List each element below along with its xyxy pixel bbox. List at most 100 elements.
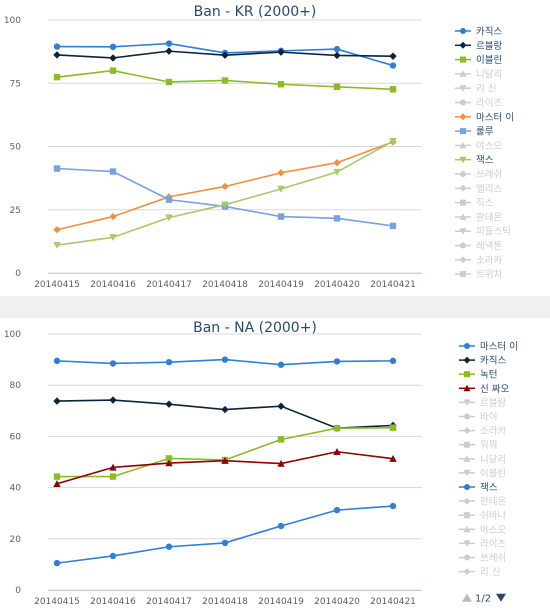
legend-item[interactable]: 판테온 — [459, 497, 506, 508]
data-point[interactable] — [277, 402, 285, 410]
legend-item[interactable]: 소라카 — [455, 255, 502, 266]
data-point[interactable] — [389, 357, 397, 365]
legend-item[interactable]: 판테온 — [455, 212, 502, 223]
data-point[interactable] — [277, 436, 285, 443]
data-point[interactable] — [109, 396, 117, 404]
data-point[interactable] — [333, 425, 341, 432]
data-point[interactable] — [333, 45, 341, 53]
legend-item[interactable]: 니달리 — [459, 453, 506, 465]
legend-marker[interactable] — [464, 554, 470, 561]
legend-item[interactable]: 피들스틱 — [455, 226, 511, 238]
data-point[interactable] — [165, 459, 173, 467]
legend-marker[interactable] — [464, 343, 470, 349]
legend-marker[interactable] — [463, 427, 471, 435]
legend-marker[interactable] — [463, 469, 471, 477]
data-point[interactable] — [277, 213, 285, 220]
legend-marker[interactable] — [464, 484, 470, 490]
legend-item[interactable]: 녹턴 — [459, 370, 497, 381]
data-point[interactable] — [389, 454, 397, 462]
data-point[interactable] — [221, 457, 229, 464]
legend-item[interactable]: 쓰레쉬 — [459, 553, 506, 564]
series-line[interactable] — [56, 399, 394, 430]
data-point[interactable] — [333, 168, 341, 176]
data-point[interactable] — [333, 448, 341, 455]
legend-item[interactable]: 레넥톤 — [455, 241, 502, 252]
data-point[interactable] — [389, 502, 397, 510]
data-point[interactable] — [53, 473, 61, 480]
legend-item[interactable]: 라이즈 — [455, 98, 502, 109]
data-point[interactable] — [333, 83, 341, 90]
data-point[interactable] — [53, 43, 61, 50]
series-카직스[interactable] — [53, 396, 397, 432]
legend-item[interactable]: 트위치 — [455, 269, 502, 281]
data-point[interactable] — [165, 78, 173, 86]
data-point[interactable] — [53, 165, 61, 172]
legend-item[interactable]: 뭐뭐 — [459, 439, 497, 451]
pager-down-arrow-icon[interactable] — [496, 593, 506, 602]
data-point[interactable] — [221, 77, 229, 84]
data-point[interactable] — [221, 405, 229, 414]
legend-item[interactable]: 이블린 — [455, 55, 502, 66]
data-point[interactable] — [389, 222, 397, 230]
legend-marker[interactable] — [464, 371, 470, 378]
legend-item[interactable]: 르블랑 — [459, 397, 506, 409]
data-point[interactable] — [277, 459, 285, 467]
legend-item[interactable]: 이블린 — [459, 468, 506, 479]
series-신 짜오[interactable] — [53, 448, 397, 487]
legend-marker[interactable] — [460, 28, 466, 34]
data-point[interactable] — [333, 158, 341, 167]
data-point[interactable] — [165, 455, 173, 462]
data-point[interactable] — [277, 169, 285, 177]
legend-marker[interactable] — [459, 156, 467, 164]
legend-item[interactable]: 엘리스 — [455, 184, 502, 195]
legend-item[interactable]: 라이즈 — [459, 539, 506, 550]
data-point[interactable] — [53, 480, 61, 487]
legend-marker[interactable] — [463, 455, 471, 462]
legend-item[interactable]: 니달리 — [455, 68, 502, 80]
legend-marker[interactable] — [460, 271, 466, 278]
legend-marker[interactable] — [463, 356, 471, 364]
series-잭스[interactable] — [53, 137, 397, 249]
data-point[interactable] — [333, 506, 341, 514]
legend-marker[interactable] — [460, 99, 466, 106]
legend-marker[interactable] — [459, 113, 467, 121]
legend-marker[interactable] — [463, 568, 471, 576]
data-point[interactable] — [389, 62, 397, 69]
data-point[interactable] — [165, 47, 173, 55]
legend-marker[interactable] — [459, 41, 467, 49]
data-point[interactable] — [165, 40, 173, 47]
data-point[interactable] — [221, 539, 229, 547]
series-마스터 이[interactable] — [53, 356, 397, 368]
legend-marker[interactable] — [459, 256, 467, 264]
legend-item[interactable]: 카직스 — [455, 27, 502, 38]
legend-marker[interactable] — [460, 128, 466, 135]
legend-marker[interactable] — [459, 213, 467, 220]
legend-item[interactable]: 야스오 — [459, 525, 506, 536]
legend-marker[interactable] — [464, 441, 470, 448]
legend-marker[interactable] — [460, 199, 466, 206]
data-point[interactable] — [109, 473, 117, 480]
legend-marker[interactable] — [460, 171, 466, 177]
legend-marker[interactable] — [463, 497, 471, 505]
data-point[interactable] — [109, 54, 117, 62]
legend-marker[interactable] — [459, 85, 467, 92]
legend-marker[interactable] — [459, 228, 467, 235]
legend-item[interactable]: 쓰레쉬 — [455, 170, 502, 181]
data-point[interactable] — [165, 400, 173, 408]
legend-marker[interactable] — [459, 70, 467, 77]
data-point[interactable] — [165, 196, 173, 203]
legend-item[interactable]: 잭스 — [455, 155, 494, 166]
data-point[interactable] — [277, 48, 285, 56]
data-point[interactable] — [109, 463, 117, 471]
data-point[interactable] — [389, 52, 397, 60]
legend-item[interactable]: 신 짜오 — [459, 384, 509, 395]
legend-item[interactable]: 카직스 — [459, 356, 506, 367]
legend-marker[interactable] — [463, 540, 471, 547]
legend-item[interactable]: 야스오 — [455, 141, 502, 152]
legend-marker[interactable] — [459, 184, 467, 192]
data-point[interactable] — [333, 51, 341, 60]
series-룰루[interactable] — [53, 165, 397, 230]
legend-marker[interactable] — [463, 525, 471, 533]
data-point[interactable] — [277, 81, 285, 88]
legend-item[interactable]: 리 신 — [455, 84, 497, 95]
